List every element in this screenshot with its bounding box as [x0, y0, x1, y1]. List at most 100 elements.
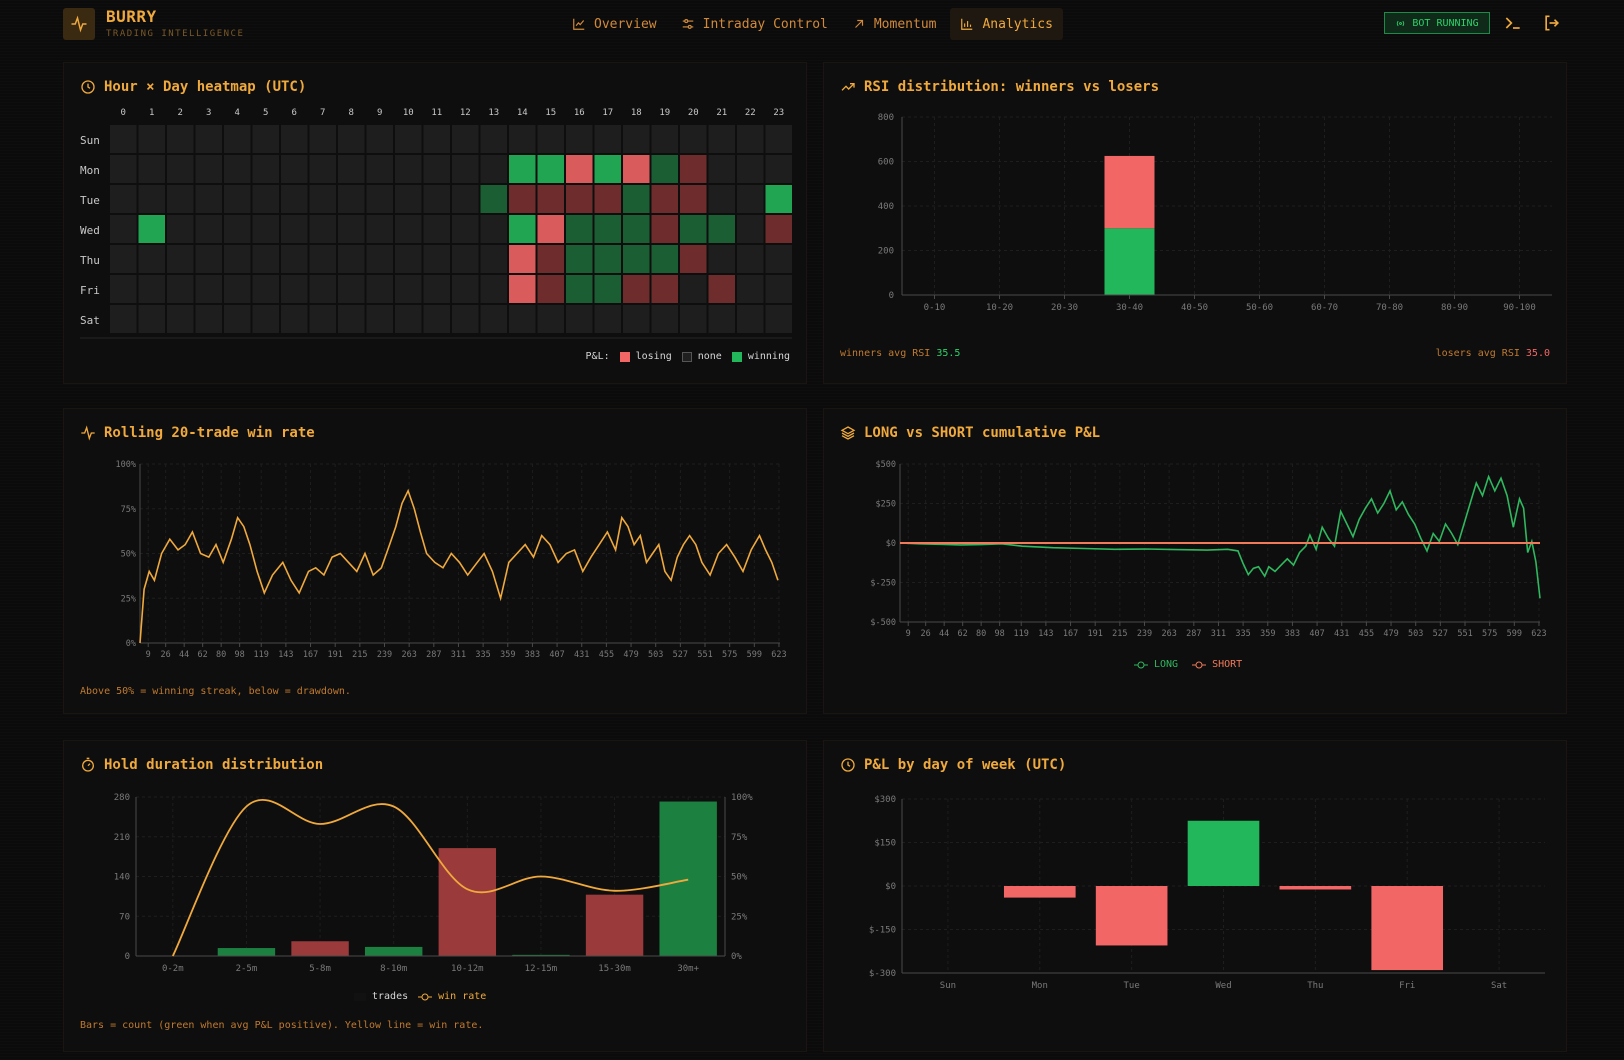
- dow-xtick: Mon: [1032, 981, 1048, 991]
- heatmap-cell: [167, 125, 194, 153]
- heatmap-cell: [708, 125, 735, 153]
- heatmap-cell: [765, 155, 792, 183]
- hold-bar: [217, 948, 276, 956]
- heatmap-cell: [737, 245, 764, 273]
- heatmap-cell: [224, 215, 251, 243]
- heatmap-cell: [765, 245, 792, 273]
- legend-none: none: [681, 351, 722, 362]
- hold-chart: 0 70 140 210 280 0% 25% 50% 75% 100% 0-2m 2-5m 5-8m 8…: [114, 793, 754, 974]
- winrate-ytick: 50%: [121, 550, 136, 560]
- nav-overview[interactable]: Overview: [562, 8, 667, 40]
- heatmap-cell: [167, 275, 194, 303]
- hold-xtick: 0-2m: [162, 964, 184, 974]
- heatmap-cell: [195, 305, 222, 333]
- hold-y2tick: 0%: [731, 952, 742, 962]
- heatmap-cell: [110, 125, 137, 153]
- heatmap-cell: [509, 275, 536, 303]
- winrate-xtick: 263: [401, 650, 416, 660]
- heatmap-cell: [737, 215, 764, 243]
- heatmap-cell: [623, 245, 650, 273]
- winrate-ytick: 0%: [126, 639, 136, 649]
- losers-avg-rsi: losers avg RSI 35.0: [1435, 348, 1550, 359]
- rsi-ytick: 800: [878, 113, 894, 123]
- nav-analytics[interactable]: Analytics: [950, 8, 1063, 40]
- bot-status-badge[interactable]: BOT RUNNING: [1384, 12, 1490, 34]
- longshort-xtick: 215: [1112, 629, 1127, 639]
- hold-ytick: 0: [125, 952, 130, 962]
- heatmap-cell: [708, 215, 735, 243]
- heatmap-cell: [765, 215, 792, 243]
- winrate-xtick: 311: [451, 650, 466, 660]
- heatmap-cell: [167, 215, 194, 243]
- heatmap-cell: [395, 125, 422, 153]
- heatmap-cell: [708, 155, 735, 183]
- heatmap-cell: [594, 275, 621, 303]
- heatmap-cell: [423, 305, 450, 333]
- winrate-xtick: 407: [549, 650, 564, 660]
- heatmap-hour-label: 10: [403, 108, 414, 118]
- heatmap-cell: [395, 275, 422, 303]
- heatmap-cell: [395, 185, 422, 213]
- heatmap-cell: [366, 185, 393, 213]
- winners-avg-rsi: winners avg RSI 35.5: [840, 348, 961, 359]
- hold-ytick: 140: [114, 873, 130, 883]
- heatmap-cell: [623, 275, 650, 303]
- winrate-chart: 0% 25% 50% 75% 100% 9 26 44 62 80 98 119 143 167 191 21…: [116, 460, 787, 660]
- winrate-panel: Rolling 20-trade win rate 0% 25% 50% 75% 100…: [63, 408, 807, 714]
- winrate-xtick: 80: [216, 650, 226, 660]
- heatmap-panel: Hour × Day heatmap (UTC) 0 1 2 3 4 5 6 7 8 9 10 11 1…: [63, 62, 807, 384]
- winrate-xtick: 119: [254, 650, 269, 660]
- heatmap-day-label: Sun: [80, 134, 100, 147]
- longshort-xtick: 287: [1186, 629, 1201, 639]
- winrate-xtick: 527: [673, 650, 688, 660]
- heatmap-cell: [708, 275, 735, 303]
- dow-ytick: $0: [885, 882, 896, 892]
- nav-intraday-control[interactable]: Intraday Control: [671, 8, 838, 40]
- legend-short: SHORT: [1192, 659, 1242, 670]
- heatmap-legend-prefix: P&L:: [585, 351, 610, 362]
- heatmap-cell: [224, 185, 251, 213]
- heatmap-cell: [623, 185, 650, 213]
- dow-ytick: $300: [874, 795, 896, 805]
- heatmap-cell: [309, 305, 336, 333]
- heatmap-cell: [423, 215, 450, 243]
- heatmap-cell: [680, 275, 707, 303]
- heatmap-cell: [680, 215, 707, 243]
- heatmap-cell: [680, 245, 707, 273]
- heatmap-cell: [366, 275, 393, 303]
- dow-xtick: Fri: [1399, 981, 1415, 991]
- rsi-xtick: 40-50: [1181, 303, 1208, 313]
- rsi-ytick: 200: [878, 247, 894, 257]
- longshort-xtick: 98: [995, 629, 1005, 639]
- heatmap-cell: [195, 275, 222, 303]
- line-chart-icon: [573, 18, 585, 30]
- heatmap-cell: [110, 215, 137, 243]
- nav-momentum[interactable]: Momentum: [842, 8, 947, 40]
- longshort-xtick: 239: [1137, 629, 1152, 639]
- rsi-xtick: 70-80: [1376, 303, 1403, 313]
- hold-ytick: 280: [114, 793, 130, 803]
- heatmap-cell: [566, 155, 593, 183]
- heatmap-cell: [594, 215, 621, 243]
- heatmap-cell: [537, 305, 564, 333]
- heatmap-cell: [509, 125, 536, 153]
- heatmap-cell: [167, 185, 194, 213]
- longshort-xtick: 44: [939, 629, 949, 639]
- legend-winrate: win rate: [418, 991, 486, 1002]
- logo[interactable]: [63, 8, 95, 40]
- heatmap-cell: [366, 245, 393, 273]
- heatmap-cell: [224, 305, 251, 333]
- heatmap-cell: [195, 185, 222, 213]
- terminal-icon[interactable]: [1503, 13, 1523, 33]
- heatmap-cell: [594, 185, 621, 213]
- heatmap-cell: [509, 245, 536, 273]
- heatmap-cell: [110, 305, 137, 333]
- winrate-xtick: 44: [179, 650, 189, 660]
- dow-ytick: $-300: [869, 969, 896, 979]
- logout-icon[interactable]: [1542, 13, 1562, 33]
- winrate-xtick: 383: [525, 650, 540, 660]
- heatmap-hour-label: 16: [574, 108, 585, 118]
- heatmap-cell: [167, 155, 194, 183]
- winrate-xtick: 551: [697, 650, 712, 660]
- hold-title: Hold duration distribution: [80, 757, 323, 773]
